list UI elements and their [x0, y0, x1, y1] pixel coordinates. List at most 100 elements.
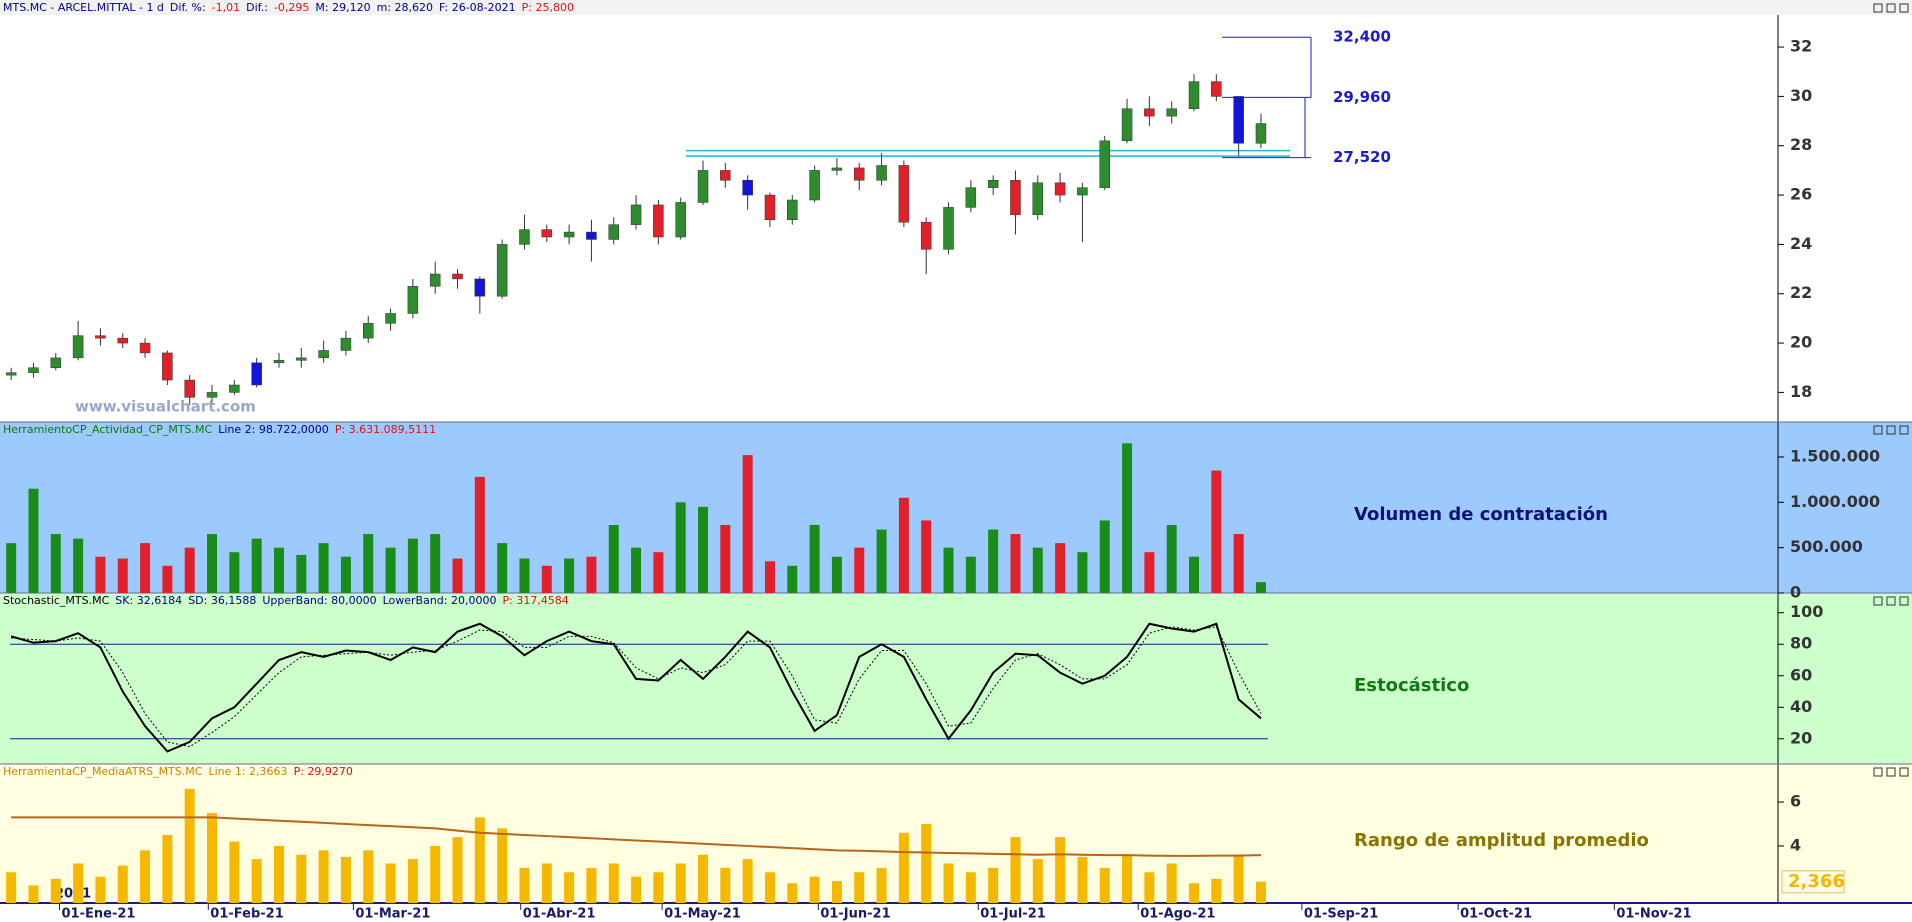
panel-title: Estocástico [1354, 675, 1469, 696]
bar [1099, 867, 1110, 903]
header-text: P: 25,800 [522, 1, 574, 14]
bar [564, 872, 575, 903]
y-tick-label: 4 [1790, 835, 1801, 854]
bar [296, 854, 307, 903]
candle-body [1166, 108, 1177, 117]
candle-body [563, 231, 575, 238]
window-button[interactable] [1886, 425, 1896, 435]
bar [1055, 837, 1066, 903]
candle-body [229, 384, 240, 393]
y-tick-label: 60 [1790, 665, 1812, 684]
bar [452, 558, 463, 593]
candle-body [764, 194, 776, 220]
window-button[interactable] [1899, 425, 1909, 435]
candle-body [898, 165, 910, 223]
bar [28, 488, 39, 593]
bar [207, 813, 218, 903]
window-button[interactable] [1886, 3, 1896, 13]
bar [675, 863, 686, 903]
header-text: Stochastic_MTS.MC [3, 594, 110, 607]
bar [117, 865, 128, 903]
window-button[interactable] [1899, 767, 1909, 777]
bar [273, 547, 284, 593]
candle-body [586, 231, 597, 240]
bar [140, 850, 151, 903]
bar [430, 845, 441, 903]
bar [943, 863, 954, 903]
bar [965, 872, 976, 903]
bar [1144, 552, 1155, 593]
bar [117, 558, 128, 593]
window-button[interactable] [1886, 767, 1896, 777]
y-tick-label: 26 [1790, 185, 1812, 204]
candle-body [853, 167, 865, 181]
bar [787, 883, 798, 903]
bar [318, 543, 329, 593]
candle-body [407, 286, 419, 314]
window-button[interactable] [1873, 425, 1883, 435]
bar [541, 863, 552, 903]
bar [519, 867, 530, 903]
header-text: LowerBand: 20,0000 [383, 594, 497, 607]
bar [1010, 837, 1021, 903]
x-tick-label: 01-Oct-21 [1460, 907, 1532, 922]
y-tick-label: 1.500.000 [1790, 446, 1880, 465]
bar [407, 538, 418, 593]
candle-body [608, 224, 619, 240]
candle-body [1233, 96, 1244, 144]
x-axis-area [0, 903, 1912, 922]
y-tick-label: 32 [1790, 37, 1812, 56]
bar [162, 565, 173, 593]
panel-title: Volumen de contratación [1354, 504, 1608, 525]
window-button[interactable] [1899, 3, 1909, 13]
bar [474, 476, 485, 593]
bar [229, 552, 240, 593]
bar [340, 856, 351, 903]
x-tick-label: 01-Jul-21 [980, 907, 1046, 922]
bar [519, 558, 530, 593]
bar [653, 872, 664, 903]
candle-body [72, 335, 84, 359]
candle-body [787, 199, 798, 220]
bar [1010, 534, 1021, 593]
candle-body [1255, 123, 1267, 144]
bar [407, 859, 418, 903]
window-button[interactable] [1873, 3, 1883, 13]
window-button[interactable] [1886, 596, 1896, 606]
window-button[interactable] [1899, 596, 1909, 606]
bar [809, 524, 820, 593]
header-text: P: 29,9270 [294, 765, 353, 778]
x-tick-label: 01-Nov-21 [1616, 907, 1691, 922]
last-value-label: 2,366 [1788, 871, 1845, 892]
bar [363, 534, 374, 593]
bar [50, 878, 61, 903]
header-text: F: 26-08-2021 [439, 1, 516, 14]
candle-body [675, 202, 686, 238]
bar [251, 859, 262, 903]
bar [854, 547, 865, 593]
bar [809, 876, 820, 903]
bar [764, 561, 775, 593]
bar [229, 841, 240, 903]
candle-body [273, 360, 285, 364]
candle-body [831, 167, 843, 171]
candle-body [362, 323, 374, 339]
candle-body [742, 180, 753, 196]
bar [541, 565, 552, 593]
candle-body [809, 170, 820, 201]
bar [898, 497, 909, 593]
bar [653, 552, 664, 593]
header-text: Line 1: 2,3663 [208, 765, 287, 778]
bar [698, 506, 709, 593]
bar [1099, 520, 1110, 593]
bar [698, 854, 709, 903]
candle-body [139, 342, 151, 354]
window-button[interactable] [1873, 596, 1883, 606]
window-button[interactable] [1873, 767, 1883, 777]
candle-body [519, 229, 530, 245]
bar [1166, 524, 1177, 593]
candle-body [697, 170, 709, 203]
candle-body [920, 221, 932, 250]
bar [474, 817, 485, 903]
